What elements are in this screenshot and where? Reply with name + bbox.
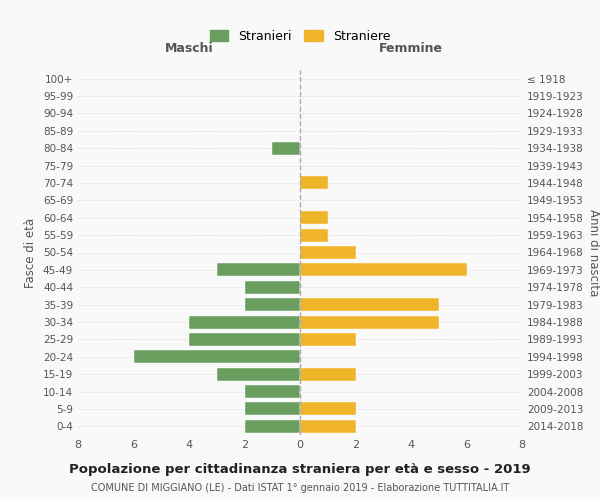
Bar [272,142,300,154]
Bar [300,368,355,380]
Bar [300,264,467,276]
Bar [300,298,439,311]
Y-axis label: Fasce di età: Fasce di età [25,218,37,288]
Bar [217,264,300,276]
Bar [300,420,355,433]
Y-axis label: Anni di nascita: Anni di nascita [587,209,600,296]
Bar [189,333,300,346]
Text: Femmine: Femmine [379,42,443,56]
Bar [300,316,439,328]
Text: Popolazione per cittadinanza straniera per età e sesso - 2019: Popolazione per cittadinanza straniera p… [69,462,531,475]
Bar [300,228,328,241]
Bar [189,316,300,328]
Legend: Stranieri, Straniere: Stranieri, Straniere [205,25,395,48]
Bar [300,402,355,415]
Bar [245,298,300,311]
Bar [245,402,300,415]
Bar [300,176,328,190]
Bar [217,368,300,380]
Text: Maschi: Maschi [164,42,214,56]
Bar [245,420,300,433]
Bar [133,350,300,364]
Bar [300,211,328,224]
Bar [245,385,300,398]
Bar [300,333,355,346]
Bar [300,246,355,259]
Text: COMUNE DI MIGGIANO (LE) - Dati ISTAT 1° gennaio 2019 - Elaborazione TUTTITALIA.I: COMUNE DI MIGGIANO (LE) - Dati ISTAT 1° … [91,483,509,493]
Bar [245,280,300,294]
